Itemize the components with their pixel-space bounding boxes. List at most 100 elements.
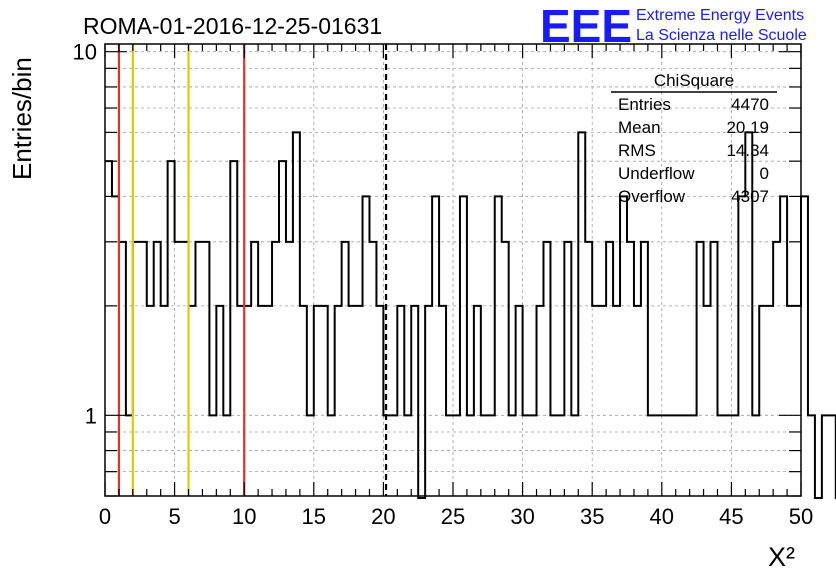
histogram-bin [669,415,676,496]
histogram-bin [543,242,550,496]
histogram-bin [168,161,175,496]
x-tick-label: 45 [719,504,743,529]
histogram-bin [662,415,669,496]
histogram-bin [801,196,808,496]
histogram-bin [808,415,815,496]
histogram-bin [634,306,641,496]
histogram-bin [787,306,794,496]
run-title: ROMA-01-2016-12-25-01631 [83,13,382,39]
histogram-bin [147,306,154,496]
histogram-bin [676,415,683,496]
histogram-bin [195,242,202,496]
histogram-bin [251,242,258,496]
x-tick-label: 40 [650,504,674,529]
histogram-bin [752,415,759,496]
histogram-bin [711,242,718,496]
histogram-bin [592,306,599,496]
histogram-bin [342,242,349,496]
histogram-bin [829,415,836,496]
histogram-bin [321,306,328,496]
histogram-bin [578,132,585,496]
histogram-bin [175,242,182,496]
histogram-bin [349,306,356,496]
logo-line2: La Scienza nelle Scuole [636,27,807,44]
histogram-bin [509,415,516,496]
histogram-bin [230,161,237,496]
histogram-series [105,131,836,499]
stats-row-value: 4470 [731,95,769,114]
histogram-bin [724,415,731,496]
histogram-bin [335,306,342,496]
stats-row-label: Underflow [618,164,695,183]
histogram-bin [606,242,613,496]
stats-row-label: Entries [618,95,671,114]
histogram-bin [140,242,147,496]
axis-ticks: 0 5 10 15 20 25 30 35 40 45 50 1 10 [73,40,814,529]
stats-row-label: Mean [618,118,661,137]
histogram-bin [432,196,439,496]
histogram-bin [376,306,383,496]
histogram-bin [314,306,321,496]
histogram-bin [300,306,307,496]
histogram-bin [564,242,571,496]
histogram-bin [794,306,801,496]
histogram-bin [369,242,376,496]
histogram-bin [759,306,766,496]
histogram-bin [286,242,293,496]
histogram-bin [690,415,697,496]
histogram-bin [599,306,606,496]
histogram-bin [425,306,432,496]
histogram-bin [641,242,648,496]
x-tick-label: 20 [371,504,395,529]
histogram-bin [620,196,627,496]
histogram-bin [717,415,724,496]
histogram-bin [773,242,780,496]
histogram-bin [279,161,286,496]
histogram-bin [481,415,488,496]
histogram-bin [216,306,223,496]
histogram-bin [446,415,453,496]
histogram-bin [502,242,509,496]
x-tick-label: 25 [441,504,465,529]
histogram-bin [356,306,363,496]
y-axis-label: Entries/bin [7,57,37,180]
histogram-bin [523,415,530,496]
stats-row-value: 20.19 [726,118,769,137]
histogram-bin [516,306,523,496]
histogram-bin [411,306,418,496]
x-tick-label: 0 [99,504,111,529]
histogram-bin [731,415,738,496]
histogram-bin [307,415,314,496]
histogram-bin [550,415,557,496]
histogram-bin [105,161,112,496]
logo-text: EEE [540,0,632,52]
histogram-bin [627,242,634,496]
histogram-outline [105,131,836,499]
histogram-bin [467,415,474,496]
histogram-bin [683,415,690,496]
histogram-bin [655,415,662,496]
y-tick-label: 10 [73,40,97,65]
x-tick-label: 5 [168,504,180,529]
histogram-bin [223,415,230,496]
stats-row-value: 0 [760,164,769,183]
histogram-bin [258,306,265,496]
y-tick-label: 1 [85,403,97,428]
x-tick-label: 15 [302,504,326,529]
stats-box: ChiSquare Entries 4470 Mean 20.19 RMS 14.34 Un… [611,71,777,206]
x-tick-label: 10 [232,504,256,529]
histogram-bin [537,306,544,496]
histogram-bin [648,415,655,496]
histogram-bin [697,242,704,496]
histogram-bin [272,242,279,496]
x-tick-label: 35 [580,504,604,529]
histogram-bin [766,306,773,496]
x-tick-label: 50 [789,504,813,529]
histogram-bin [390,415,397,496]
histogram-bin [363,196,370,496]
histogram-bin [328,415,335,496]
histogram-bin [460,196,467,496]
histogram-bin [585,242,592,496]
logo-line1: Extreme Energy Events [636,7,804,24]
